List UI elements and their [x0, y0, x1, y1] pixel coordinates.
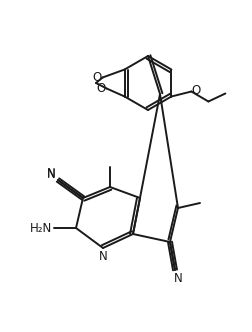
Text: O: O: [92, 71, 101, 84]
Text: N: N: [99, 250, 107, 263]
Text: N: N: [47, 167, 55, 180]
Text: N: N: [174, 272, 182, 285]
Text: H₂N: H₂N: [30, 221, 52, 234]
Text: N: N: [47, 168, 55, 181]
Text: O: O: [96, 82, 105, 95]
Text: O: O: [192, 84, 201, 97]
